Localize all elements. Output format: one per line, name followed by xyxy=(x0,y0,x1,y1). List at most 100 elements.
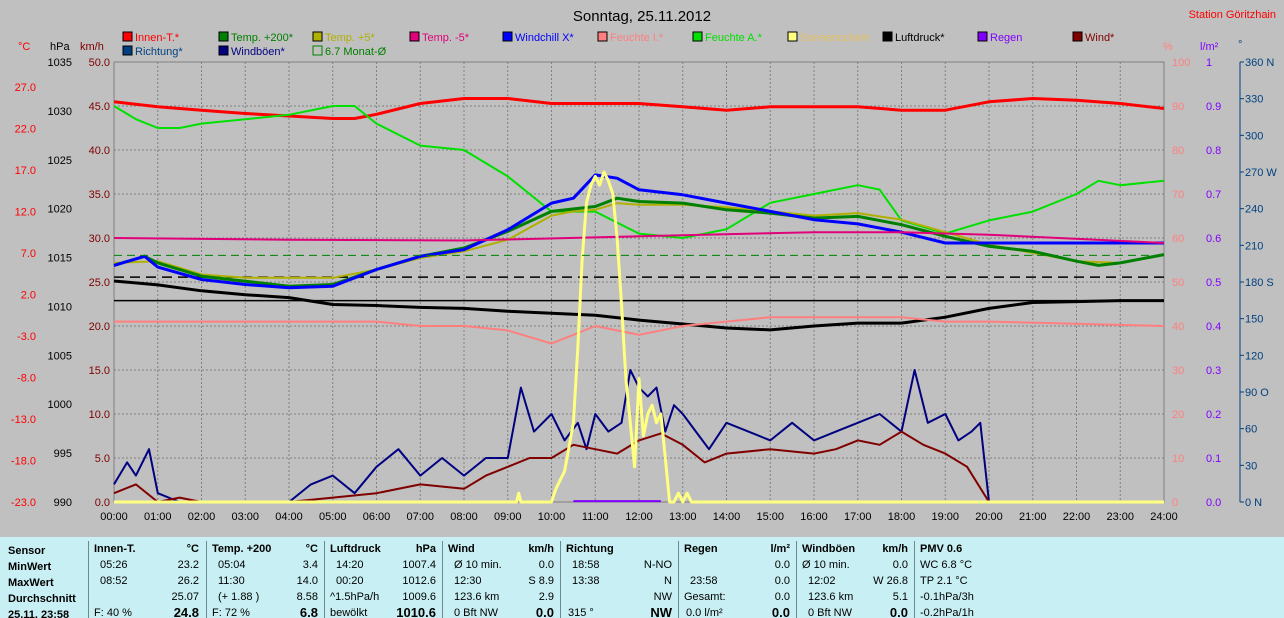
y-tick-label-humidity: 90 xyxy=(1172,101,1184,113)
stats-regen-r2b: 0.0 xyxy=(774,575,790,587)
stats-boeen-r4b: 0.0 xyxy=(889,605,908,618)
y-tick-label-speed: 0.0 xyxy=(95,497,110,509)
y-tick-label-temp: -8.0 xyxy=(17,372,36,384)
y-tick-label-temp: -18.0 xyxy=(11,455,36,467)
y-tick-label-humidity: 20 xyxy=(1172,409,1184,421)
stats-boeen-unit: km/h xyxy=(882,543,908,555)
y-tick-label-rain: 0.0 xyxy=(1206,497,1221,509)
stats-temp-title: Temp. +200 xyxy=(212,543,272,555)
y-tick-label-speed: 30.0 xyxy=(89,233,110,245)
legend-label: 6.7 Monat-Ø xyxy=(325,46,387,58)
stats-regen-r3b: 0.0 xyxy=(774,591,790,603)
y-tick-label-speed: 35.0 xyxy=(89,189,110,201)
y-tick-label-direction: 360 N xyxy=(1245,57,1274,69)
y-tick-label-humidity: 100 xyxy=(1172,57,1190,69)
stats-wind-r4b: 0.0 xyxy=(535,605,554,618)
legend-label: Windchill X* xyxy=(515,32,574,44)
x-tick-label: 22:00 xyxy=(1063,511,1091,523)
stats-regen-r2a: 23:58 xyxy=(690,575,718,587)
legend-swatch xyxy=(218,31,229,42)
y-tick-label-humidity: 70 xyxy=(1172,189,1184,201)
y-tick-label-pressure: 1010 xyxy=(48,301,72,313)
x-tick-label: 14:00 xyxy=(713,511,741,523)
stats-avg-label: Durchschnitt xyxy=(8,593,76,605)
y-tick-label-direction: 150 xyxy=(1245,314,1263,326)
stats-temp-min: 3.4 xyxy=(302,559,318,571)
stats-max-label: MaxWert xyxy=(8,577,54,589)
stats-druck-trend: ^1.5hPa/h xyxy=(330,591,380,603)
stats-boeen: Windböen km/h Ø 10 min. 0.0 12:02 W 26.8… xyxy=(796,537,914,618)
stats-pmv-title: PMV 0.6 xyxy=(920,543,963,555)
stats-richtung: Richtung 18:58 N-NO 13:38 N NW 315 ° NW xyxy=(560,537,678,618)
axes: 00:00 01:00 02:00 03:00 04:00 05:00 06:00 07:00… xyxy=(11,57,1277,523)
y-tick-label-temp: 27.0 xyxy=(15,82,36,94)
stats-richtung-r4b: NW xyxy=(650,605,672,618)
stats-wind-r1a: Ø 10 min. xyxy=(454,559,502,571)
stats-innen-title: Innen-T. xyxy=(94,543,136,555)
legend-swatch xyxy=(122,45,133,56)
stats-temp-unit: °C xyxy=(305,543,318,555)
temp-unit: °C xyxy=(18,41,30,53)
separator xyxy=(796,541,797,618)
y-tick-label-direction: 90 O xyxy=(1245,387,1269,399)
x-tick-label: 05:00 xyxy=(319,511,347,523)
stats-druck-title: Luftdruck xyxy=(330,543,381,555)
stats-temp-max-time: 11:30 xyxy=(218,575,245,587)
x-tick-label: 18:00 xyxy=(888,511,916,523)
x-tick-label: 02:00 xyxy=(188,511,216,523)
weather-chart: Sonntag, 25.11.2012 Station Göritzhain I… xyxy=(11,8,1277,523)
legend-label: Feuchte A.* xyxy=(705,32,763,44)
y-tick-label-rain: 1 xyxy=(1206,57,1212,69)
chart-title: Sonntag, 25.11.2012 xyxy=(573,8,711,25)
stats-richtung-title: Richtung xyxy=(566,543,614,555)
stats-now-label: 25.11. 23:58 xyxy=(8,609,70,618)
stats-sensor: Sensor MinWert MaxWert Durchschnitt 25.1… xyxy=(8,537,90,618)
series-line xyxy=(113,231,1165,244)
x-tick-label: 21:00 xyxy=(1019,511,1047,523)
y-tick-label-speed: 20.0 xyxy=(89,321,110,333)
y-tick-label-direction: 0 N xyxy=(1245,497,1262,509)
x-tick-label: 08:00 xyxy=(450,511,478,523)
stats-regen-unit: l/m² xyxy=(770,543,790,555)
stats-regen-r1b: 0.0 xyxy=(774,559,790,571)
y-tick-label-direction: 30 xyxy=(1245,460,1257,472)
x-tick-label: 07:00 xyxy=(406,511,434,523)
stats-richtung-r4a: 315 ° xyxy=(568,607,594,618)
legend-label: Richtung* xyxy=(135,46,183,58)
y-tick-label-speed: 50.0 xyxy=(89,57,110,69)
y-tick-label-rain: 0.2 xyxy=(1206,409,1221,421)
legend-swatch xyxy=(312,31,323,42)
separator xyxy=(914,541,915,618)
stats-pmv-r4: -0.2hPa/1h xyxy=(920,607,974,618)
stats-druck-unit: hPa xyxy=(415,543,436,555)
y-tick-label-direction: 120 xyxy=(1245,350,1263,362)
y-tick-label-speed: 10.0 xyxy=(89,409,110,421)
y-tick-label-pressure: 1020 xyxy=(48,204,72,216)
separator xyxy=(206,541,207,618)
y-tick-label-direction: 270 W xyxy=(1245,167,1277,179)
stats-wind-r4a: 0 Bft NW xyxy=(454,607,499,618)
legend-label: Innen-T.* xyxy=(135,32,180,44)
y-tick-label-temp: 17.0 xyxy=(15,165,36,177)
x-tick-label: 13:00 xyxy=(669,511,697,523)
legend-label: Temp. +5* xyxy=(325,32,376,44)
legend-swatch xyxy=(312,45,323,56)
stats-wind-title: Wind xyxy=(448,543,475,555)
stats-innen-min: 23.2 xyxy=(177,559,199,571)
series-line xyxy=(113,279,1164,332)
y-tick-label-speed: 5.0 xyxy=(95,453,110,465)
stats-temp: Temp. +200 °C 05:04 3.4 11:30 14.0 (+ 1.… xyxy=(206,537,324,618)
y-tick-label-rain: 0.4 xyxy=(1206,321,1221,333)
pressure-unit: hPa xyxy=(50,41,70,53)
y-tick-label-rain: 0.1 xyxy=(1206,453,1221,465)
stats-innen: Innen-T. °C 05:26 23.2 08:52 26.2 25.07 … xyxy=(88,537,205,618)
y-tick-label-speed: 15.0 xyxy=(89,365,110,377)
stats-innen-hum: F: 40 % xyxy=(94,607,132,618)
legend-label: Temp. -5* xyxy=(422,32,470,44)
x-tick-label: 19:00 xyxy=(931,511,959,523)
series-layer xyxy=(113,97,1165,504)
y-tick-label-speed: 40.0 xyxy=(89,145,110,157)
stats-richtung-r2b: N xyxy=(664,575,672,587)
y-tick-label-pressure: 1035 xyxy=(48,57,72,69)
stats-pmv-r3: -0.1hPa/3h xyxy=(920,591,974,603)
